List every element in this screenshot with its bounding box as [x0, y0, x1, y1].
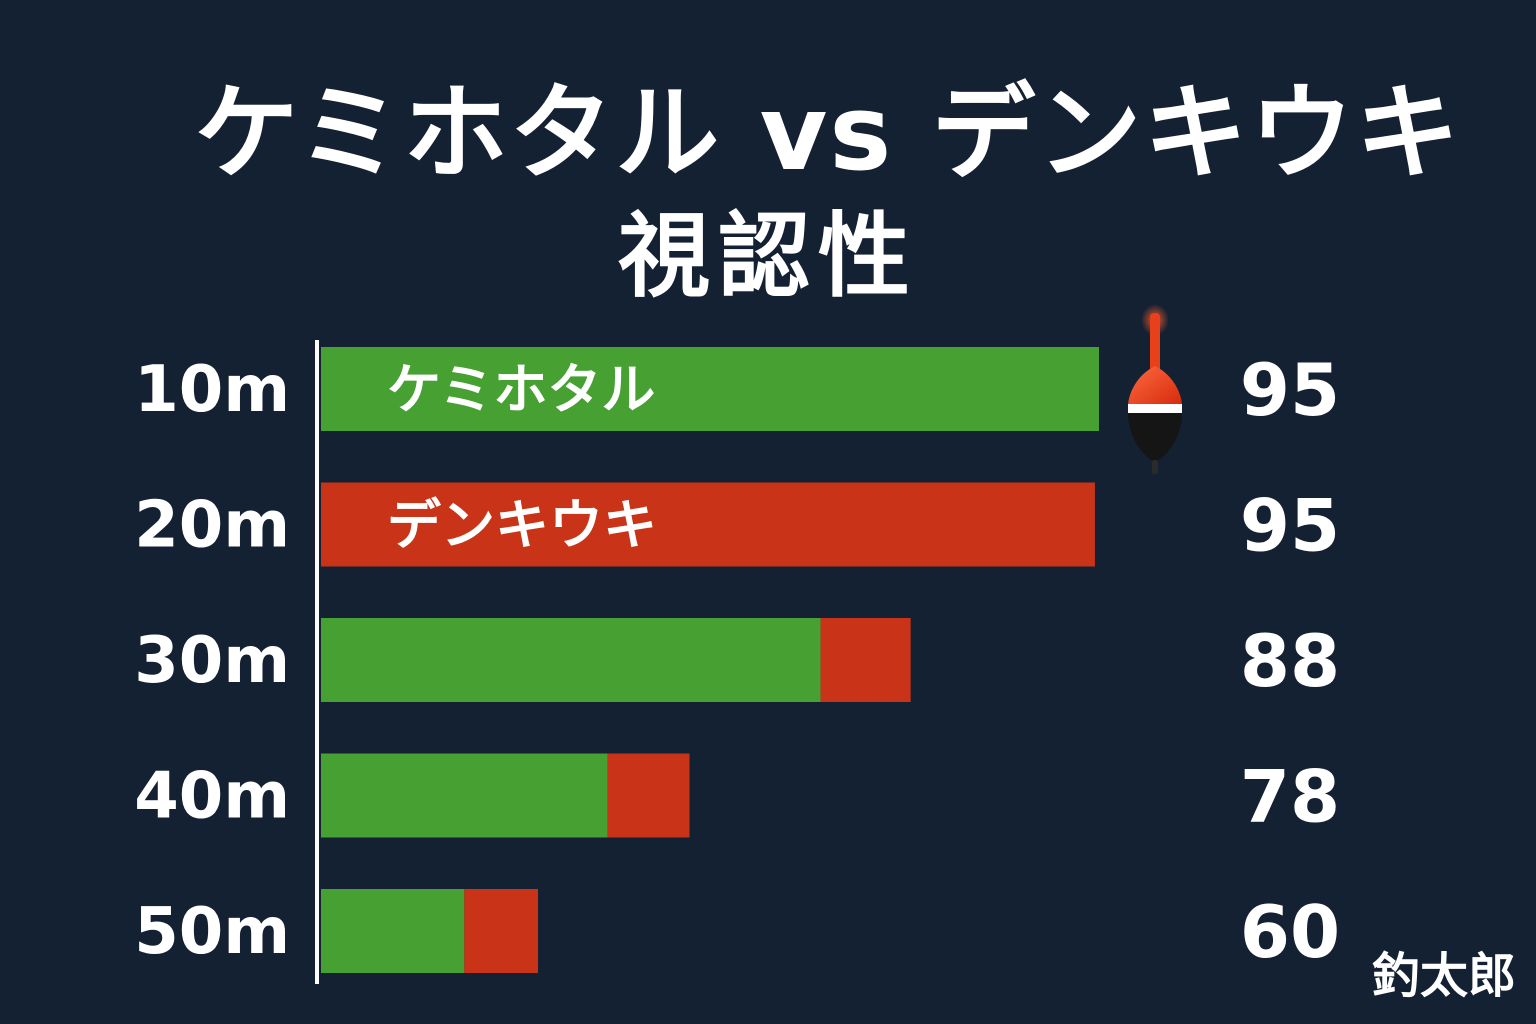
- bar-40m-series-1: [607, 753, 690, 838]
- category-label-50m: 50m: [134, 895, 290, 969]
- bar-40m-series-0: [321, 753, 608, 838]
- value-label-30m: 88: [1240, 619, 1340, 703]
- category-label-10m: 10m: [134, 353, 290, 427]
- denkiuki-float-icon: [1128, 304, 1182, 474]
- category-label-40m: 40m: [134, 760, 290, 834]
- chart-subtitle: 視認性: [617, 203, 918, 310]
- value-label-10m: 95: [1240, 348, 1340, 432]
- value-label-20m: 95: [1240, 484, 1340, 568]
- category-label-20m: 20m: [134, 489, 290, 563]
- bar-20m-series-1: [321, 482, 1095, 567]
- bar-30m-series-0: [321, 618, 821, 702]
- bar-30m-series-1: [820, 618, 911, 702]
- chart-title: ケミホタル vs デンキウキ: [194, 72, 1462, 194]
- signature: 釣太郎: [1371, 948, 1516, 1004]
- bar-label-10m: ケミホタル: [387, 358, 655, 421]
- value-label-40m: 78: [1240, 755, 1340, 839]
- bar-10m-series-0: [321, 347, 1099, 431]
- bar-50m-series-1: [464, 889, 539, 973]
- bar-50m-series-0: [321, 889, 465, 973]
- bar-label-20m: デンキウキ: [387, 494, 657, 557]
- category-label-30m: 30m: [134, 624, 290, 698]
- value-label-50m: 60: [1240, 890, 1340, 974]
